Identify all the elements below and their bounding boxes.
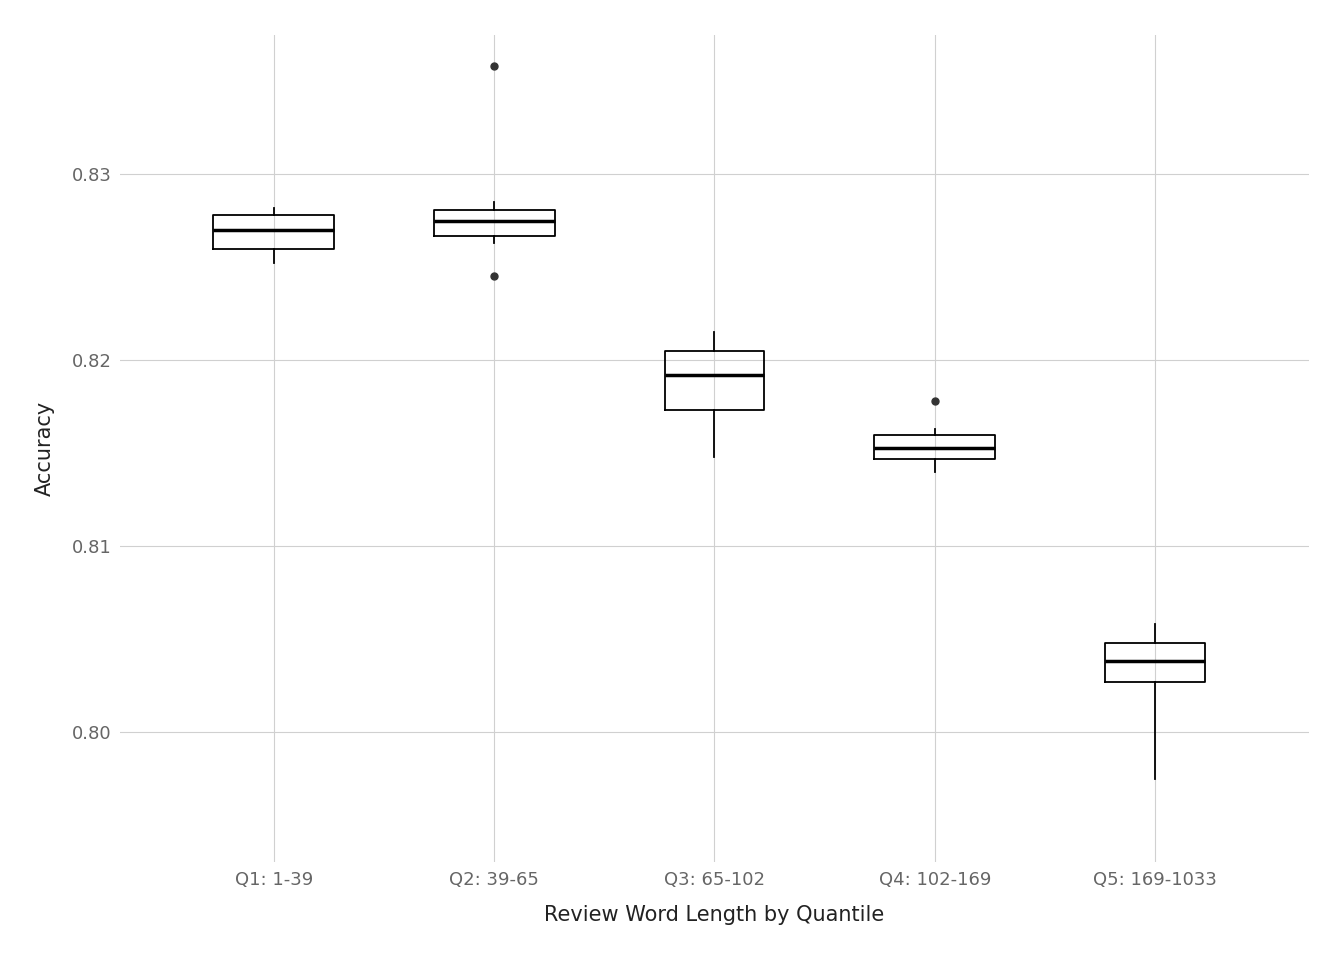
X-axis label: Review Word Length by Quantile: Review Word Length by Quantile <box>544 905 884 925</box>
Y-axis label: Accuracy: Accuracy <box>35 401 55 496</box>
